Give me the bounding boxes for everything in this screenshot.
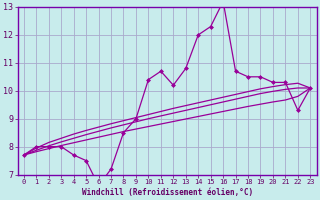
X-axis label: Windchill (Refroidissement éolien,°C): Windchill (Refroidissement éolien,°C) [82,188,253,197]
